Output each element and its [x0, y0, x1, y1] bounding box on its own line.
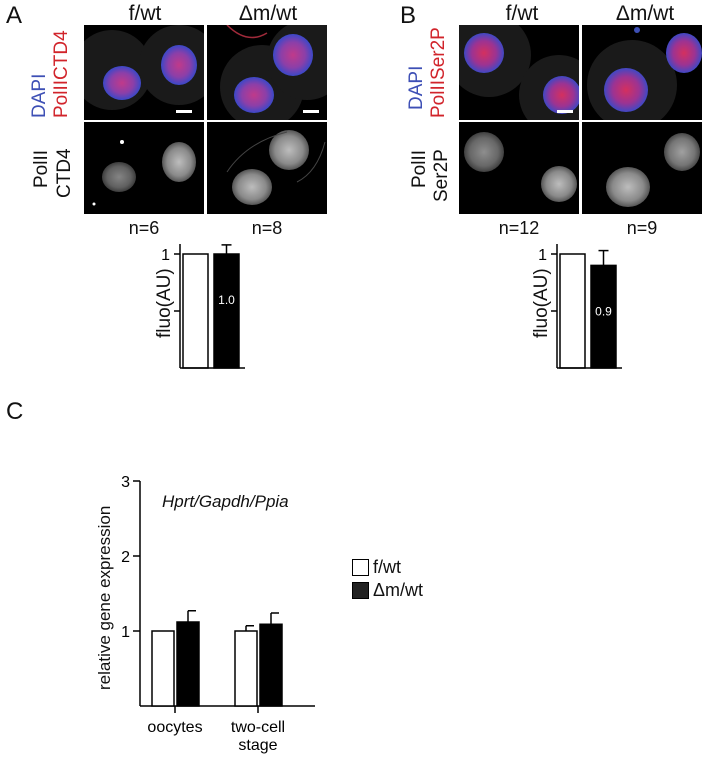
legend-item-fwt: f/wt	[352, 556, 423, 579]
panel-a-row1-label: DAPI	[29, 73, 50, 118]
panel-b-n-fwt: n=12	[498, 218, 540, 238]
legend-label-dmwt: Δm/wt	[373, 580, 424, 600]
chart-c-ytick-label-1: 1	[121, 624, 130, 641]
panel-letter-b: B	[400, 2, 417, 29]
panel-c-legend: f/wt Δm/wt	[352, 556, 423, 602]
chart-b: 10.9	[538, 244, 622, 369]
chart-a-bar-0	[182, 253, 209, 369]
micrograph-b-polii-fwt	[459, 122, 579, 214]
chart-b-data-label-1: 0.9	[595, 304, 612, 318]
chart-a-tick-label-1: 1	[161, 247, 170, 264]
panel-c-annotation: Hprt/Gapdh/Ppia	[162, 492, 289, 511]
panel-b-row2-label-line1: PolII	[409, 149, 430, 188]
panel-b-column-header-2: Δm/wt	[615, 2, 675, 25]
micrograph-a-polii-dmwt	[207, 122, 327, 214]
micrograph-a-merge-fwt	[84, 25, 204, 120]
panel-a-column-header-2: Δm/wt	[238, 2, 298, 25]
micrograph-a-polii-fwt	[84, 122, 204, 214]
panel-c-ylabel: relative gene expression	[95, 505, 114, 690]
micrograph-b-polii-dmwt	[582, 122, 702, 214]
micrograph-b-merge-dmwt	[582, 25, 702, 120]
panel-a-n-fwt: n=6	[128, 218, 160, 238]
chart-a: 11.0	[161, 244, 245, 369]
panel-b-row1-label: DAPI	[406, 65, 427, 110]
chart-a-data-label-1: 1.0	[218, 293, 235, 307]
micrograph-a-merge-dmwt	[207, 25, 327, 120]
chart-c-ytick-label-3: 3	[121, 474, 130, 491]
panel-b-row1-label-red: PolIISer2P	[428, 27, 449, 118]
panel-b-row2-label-line2: Ser2P	[431, 149, 452, 202]
chart-c-category-label-1-1: stage	[238, 737, 277, 754]
panel-a-row2-label-line1: PolII	[31, 149, 52, 188]
legend-swatch-fwt	[352, 559, 369, 576]
chart-a-bar-1	[213, 253, 240, 369]
panel-a-row1-label-red: PolIICTD4	[51, 30, 72, 118]
chart-c-bar-1-0	[234, 630, 258, 707]
legend-swatch-dmwt	[352, 582, 369, 599]
dapi-label: DAPI	[29, 73, 50, 118]
legend-item-dmwt: Δm/wt	[352, 579, 423, 602]
chart-c-bar-0-1	[176, 621, 200, 707]
chart-b-bar-0	[559, 253, 586, 369]
panel-a-n-dmwt: n=8	[251, 218, 283, 238]
chart-c-bar-1-1	[259, 623, 283, 707]
panel-a-row2-label-line2: CTD4	[54, 148, 75, 198]
chart-b-bar-1	[590, 264, 617, 369]
polii-ctd4-red-label: PolIICTD4	[51, 30, 72, 118]
polii-ser2p-red-label: PolIISer2P	[428, 27, 449, 118]
panel-letter-a: A	[6, 2, 23, 29]
chart-c-category-label-1-0: two-cell	[231, 719, 285, 736]
micrograph-b-merge-fwt	[459, 25, 579, 120]
chart-c-bar-0-0	[151, 630, 175, 707]
panel-letter-c: C	[6, 398, 24, 425]
chart-c-ytick-label-2: 2	[121, 549, 130, 566]
chart-b-tick-label-1: 1	[538, 247, 547, 264]
panel-b-n-dmwt: n=9	[626, 218, 658, 238]
panel-a-column-header-1: f/wt	[128, 2, 162, 25]
dapi-label-b: DAPI	[406, 65, 427, 110]
chart-c-category-label-0-0: oocytes	[147, 719, 202, 736]
panel-b-column-header-1: f/wt	[505, 2, 539, 25]
legend-label-fwt: f/wt	[373, 557, 402, 577]
